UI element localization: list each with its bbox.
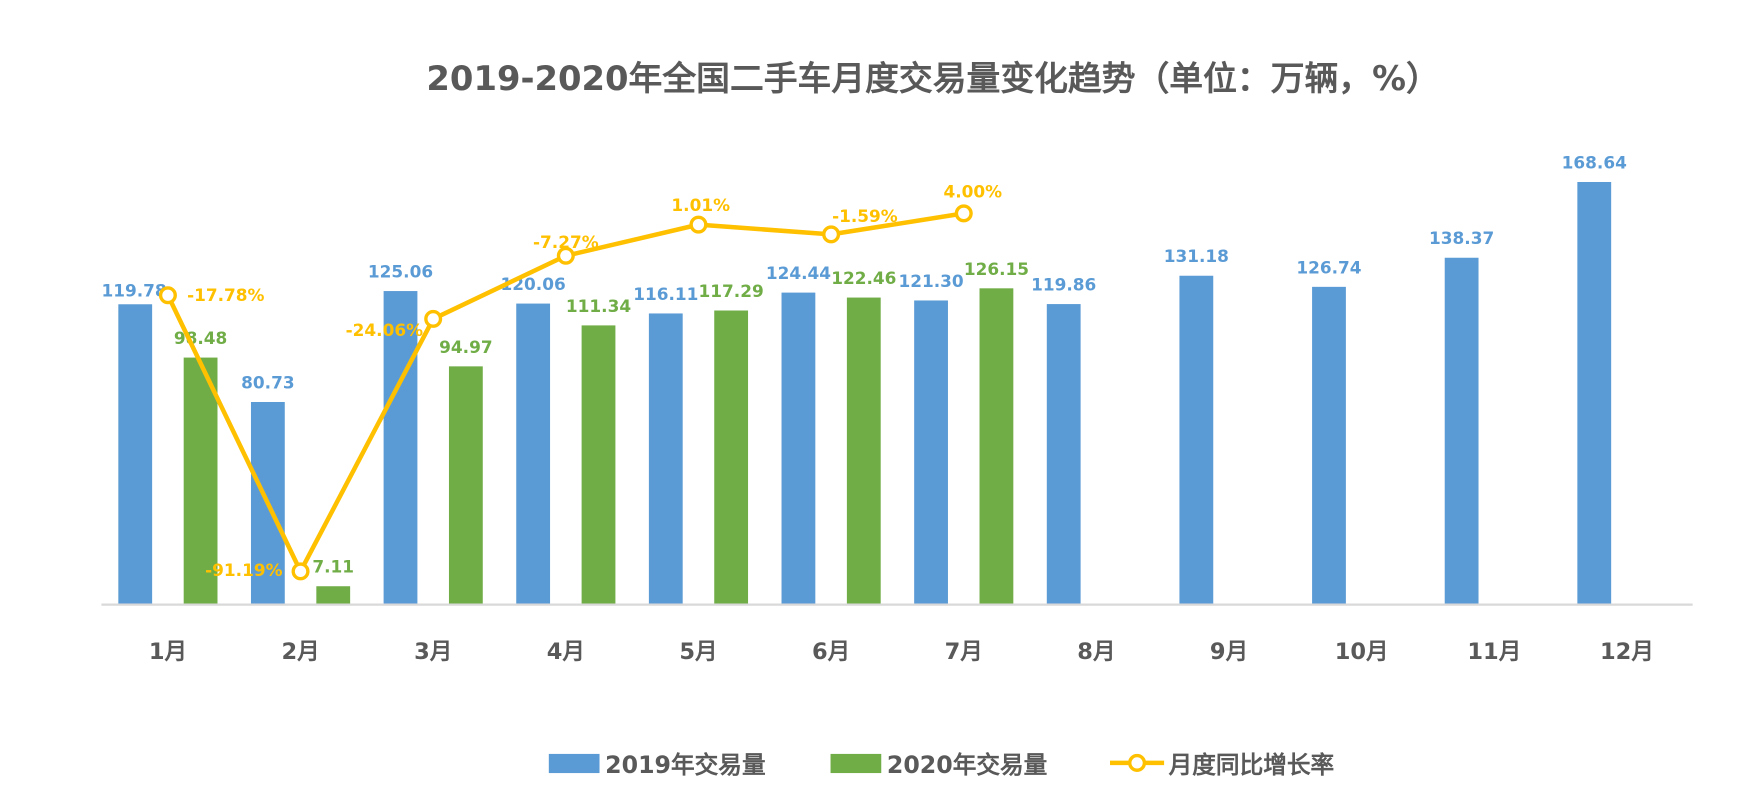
line-group: -17.78% -91.19% -24.06% -7.27% 1.01% -1.59% 4.… bbox=[158, 182, 1002, 581]
x-tick-label: 2月 bbox=[281, 639, 319, 665]
growth-marker bbox=[822, 225, 841, 244]
bar-2019 bbox=[1046, 304, 1081, 605]
data-label-growth: -1.59% bbox=[832, 206, 898, 226]
bar-2019 bbox=[118, 304, 153, 605]
x-tick-label: 3月 bbox=[414, 639, 452, 665]
data-label-2020: 111.34 bbox=[566, 296, 631, 316]
chart-title: 2019-2020年全国二手车月度交易量变化趋势（单位：万辆，%） bbox=[426, 59, 1439, 98]
data-label-growth: -91.19% bbox=[205, 560, 282, 580]
growth-marker bbox=[291, 562, 310, 581]
data-label-growth: 4.00% bbox=[943, 182, 1002, 202]
data-label-growth: -24.06% bbox=[346, 320, 423, 340]
data-label-2020: 126.15 bbox=[964, 259, 1029, 279]
x-tick-label: 10月 bbox=[1335, 639, 1389, 665]
data-label-growth: -7.27% bbox=[533, 232, 599, 252]
data-label-2019: 119.86 bbox=[1031, 275, 1096, 295]
bar-2020 bbox=[448, 366, 483, 605]
x-tick-label: 1月 bbox=[149, 639, 187, 665]
data-label-2020: 98.48 bbox=[174, 328, 227, 348]
bar-2019 bbox=[648, 313, 683, 605]
growth-marker bbox=[556, 246, 575, 265]
growth-marker bbox=[689, 215, 708, 234]
data-label-2019: 119.78 bbox=[102, 280, 167, 300]
bar-2020 bbox=[714, 310, 749, 605]
legend-label-growth: 月度同比增长率 bbox=[1168, 751, 1335, 779]
data-label-2020: 7.11 bbox=[312, 557, 354, 577]
data-label-2020: 122.46 bbox=[831, 268, 896, 288]
x-axis-labels: 1月 2月 3月 4月 5月 6月 7月 8月 9月 10月 11月 12月 bbox=[149, 639, 1654, 665]
data-label-2019: 124.44 bbox=[766, 263, 831, 283]
x-tick-label: 4月 bbox=[547, 639, 585, 665]
growth-marker bbox=[158, 286, 177, 305]
growth-marker bbox=[954, 204, 973, 223]
x-tick-label: 12月 bbox=[1600, 639, 1654, 665]
bar-2019 bbox=[1577, 181, 1612, 605]
data-label-growth: -17.78% bbox=[187, 285, 264, 305]
bar-2020 bbox=[846, 297, 881, 605]
legend-label-2019: 2019年交易量 bbox=[605, 751, 766, 779]
data-label-2019: 80.73 bbox=[241, 372, 294, 392]
bar-2020 bbox=[979, 288, 1014, 605]
data-label-2020: 117.29 bbox=[699, 281, 764, 301]
growth-marker bbox=[424, 309, 443, 328]
legend-swatch-2020 bbox=[830, 753, 882, 774]
legend-label-2020: 2020年交易量 bbox=[887, 751, 1048, 779]
data-label-growth: 1.01% bbox=[671, 195, 730, 215]
bar-2019 bbox=[383, 291, 418, 605]
data-label-2019: 125.06 bbox=[368, 262, 433, 282]
data-label-2019: 168.64 bbox=[1562, 152, 1627, 172]
bar-2020 bbox=[581, 325, 616, 605]
data-label-2019: 126.74 bbox=[1296, 257, 1361, 277]
bar-2019 bbox=[781, 292, 816, 605]
x-tick-label: 8月 bbox=[1077, 639, 1115, 665]
bar-2019 bbox=[914, 300, 948, 605]
bar-2019 bbox=[1444, 257, 1479, 605]
bar-2019 bbox=[1312, 286, 1346, 605]
x-tick-label: 9月 bbox=[1210, 639, 1248, 665]
data-label-2019: 131.18 bbox=[1164, 246, 1229, 266]
bar-2020 bbox=[183, 357, 218, 605]
x-tick-label: 7月 bbox=[945, 639, 983, 665]
bar-2019 bbox=[516, 303, 551, 605]
legend: 2019年交易量 2020年交易量 月度同比增长率 bbox=[548, 751, 1335, 779]
legend-swatch-growth-marker bbox=[1128, 753, 1147, 772]
data-label-2019: 138.37 bbox=[1429, 228, 1494, 248]
data-label-2019: 121.30 bbox=[898, 271, 963, 291]
x-tick-label: 5月 bbox=[679, 639, 717, 665]
x-tick-label: 11月 bbox=[1467, 639, 1521, 665]
data-label-2020: 94.97 bbox=[439, 337, 492, 357]
x-tick-label: 6月 bbox=[812, 639, 850, 665]
legend-swatch-2019 bbox=[548, 753, 600, 774]
data-label-2019: 116.11 bbox=[633, 284, 698, 304]
bar-2020 bbox=[316, 586, 351, 605]
bar-2019 bbox=[1179, 275, 1214, 605]
